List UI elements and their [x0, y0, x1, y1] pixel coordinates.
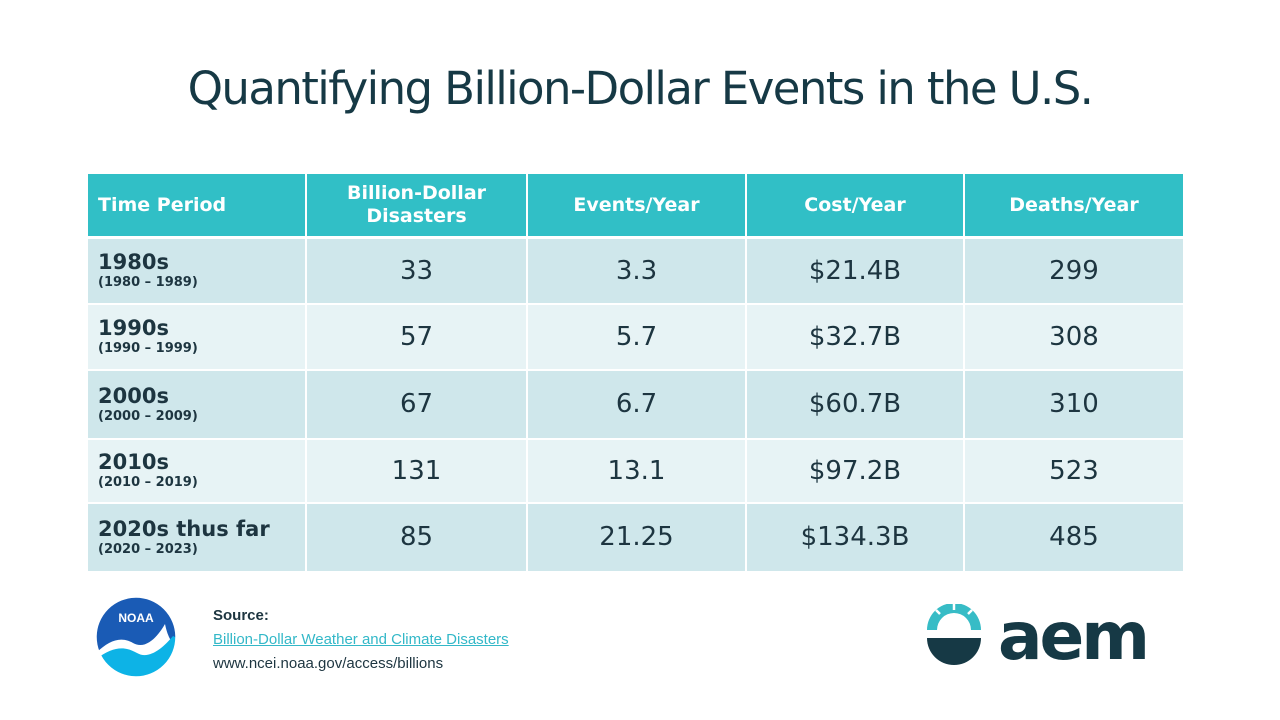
events-per-year-cell: 21.25	[527, 502, 747, 573]
period-range: (2010 – 2019)	[98, 475, 198, 490]
disasters-cell: 57	[306, 303, 528, 371]
deaths-per-year-cell: 523	[964, 438, 1183, 504]
header-deaths-per-year: Deaths/Year	[964, 174, 1183, 239]
disasters-cell: 33	[306, 237, 528, 305]
header-events-per-year: Events/Year	[527, 174, 747, 239]
table-row: 2010s (2010 – 2019) 131 13.1 $97.2B 523	[88, 438, 1183, 504]
disasters-table: Time Period Billion-Dollar Disasters Eve…	[88, 174, 1183, 573]
deaths-per-year-cell: 299	[964, 237, 1183, 305]
slide-title: Quantifying Billion-Dollar Events in the…	[187, 62, 1094, 115]
period-name: 1980s	[98, 250, 169, 275]
events-per-year-cell: 13.1	[527, 438, 747, 504]
period-cell: 2000s (2000 – 2009)	[88, 369, 307, 440]
deaths-per-year-cell: 485	[964, 502, 1183, 573]
header-cost-per-year: Cost/Year	[746, 174, 965, 239]
period-cell: 2010s (2010 – 2019)	[88, 438, 307, 504]
cost-per-year-cell: $32.7B	[746, 303, 965, 371]
cost-per-year-cell: $134.3B	[746, 502, 965, 573]
period-name: 2010s	[98, 450, 169, 474]
period-name: 2000s	[98, 383, 169, 408]
deaths-per-year-cell: 310	[964, 369, 1183, 440]
period-cell: 2020s thus far (2020 – 2023)	[88, 502, 307, 573]
period-name: 1990s	[98, 316, 169, 340]
table-row: 2020s thus far (2020 – 2023) 85 21.25 $1…	[88, 502, 1183, 573]
cost-per-year-cell: $97.2B	[746, 438, 965, 504]
header-time-period: Time Period	[88, 174, 307, 239]
period-range: (2020 – 2023)	[98, 541, 198, 557]
events-per-year-cell: 5.7	[527, 303, 747, 371]
aem-logo-icon: aem	[924, 598, 1184, 675]
table-row: 2000s (2000 – 2009) 67 6.7 $60.7B 310	[88, 369, 1183, 440]
period-cell: 1990s (1990 – 1999)	[88, 303, 307, 371]
table-row: 1990s (1990 – 1999) 57 5.7 $32.7B 308	[88, 303, 1183, 371]
noaa-logo-icon: NOAA	[95, 596, 177, 678]
period-cell: 1980s (1980 – 1989)	[88, 237, 307, 305]
noaa-logo-text: NOAA	[118, 611, 154, 625]
source-link[interactable]: Billion-Dollar Weather and Climate Disas…	[213, 631, 509, 648]
source-block: Source: Billion-Dollar Weather and Clima…	[213, 604, 509, 676]
period-range: (1980 – 1989)	[98, 275, 198, 291]
header-billion-dollar-disasters: Billion-Dollar Disasters	[306, 174, 528, 239]
events-per-year-cell: 6.7	[527, 369, 747, 440]
aem-logo-text: aem	[998, 604, 1147, 668]
events-per-year-cell: 3.3	[527, 237, 747, 305]
period-range: (2000 – 2009)	[98, 408, 198, 424]
table-header-row: Time Period Billion-Dollar Disasters Eve…	[88, 174, 1183, 239]
cost-per-year-cell: $60.7B	[746, 369, 965, 440]
period-range: (1990 – 1999)	[98, 341, 198, 356]
cost-per-year-cell: $21.4B	[746, 237, 965, 305]
source-url: www.ncei.noaa.gov/access/billions	[213, 655, 444, 672]
disasters-cell: 67	[306, 369, 528, 440]
period-name: 2020s thus far	[98, 516, 270, 541]
table-row: 1980s (1980 – 1989) 33 3.3 $21.4B 299	[88, 237, 1183, 305]
deaths-per-year-cell: 308	[964, 303, 1183, 371]
source-label: Source:	[213, 607, 269, 624]
disasters-cell: 131	[306, 438, 528, 504]
disasters-cell: 85	[306, 502, 528, 573]
